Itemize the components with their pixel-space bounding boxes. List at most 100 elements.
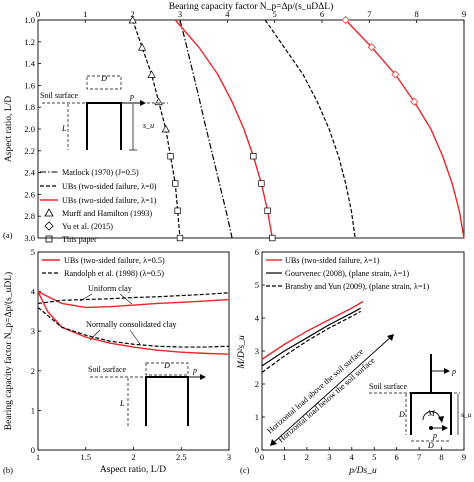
panel-b-x-axis-label: Aspect ratio, L/D [100,465,166,475]
x-tick-label: 8 [439,452,443,462]
panel-a-inset: Soil surface D p L s_u [40,74,168,151]
inset-b-d-label: D [163,361,170,370]
inset-c-d-side-label: D [398,410,405,419]
panel-c-series [261,300,364,373]
series-line [261,300,364,360]
x-tick-label: 1.5 [80,452,91,462]
marker-square [176,234,184,242]
legend-a-diamond-icon [44,221,54,231]
inset-b-soil-surface-label: Soil surface [88,365,126,374]
series-line [179,19,233,239]
series-line [174,19,273,239]
panel-a-legend: Matlock (1970) (J=0.5) UBs (two-sided fa… [40,168,157,244]
inset-b-pile [145,376,189,426]
marker-square [264,207,271,214]
x-tick-label: 2 [131,452,135,462]
y-tick-label: 0 [31,445,35,455]
y-tick-label: 6 [255,247,259,257]
panel-a-series [132,19,465,239]
legend-a-triangle-icon [44,208,54,217]
marker-triangle [138,43,147,51]
x-tick-label: 1 [36,452,40,462]
inset-c-top-arrowhead [444,368,450,374]
inset-c-m-label: M [427,409,436,418]
marker-square [174,207,181,214]
y-tick-label: 1.0 [24,15,35,25]
panel-c: 0 1 2 3 4 5 6 7 8 9 0 1 2 3 4 5 6 p/Ds_u M/D²s_u (c) UB… [237,247,472,476]
x-tick-label: 6 [395,452,399,462]
inset-c-soil-surface-label: Soil surface [369,382,407,391]
panel-a-frame [37,19,465,239]
y-tick-label: 1.8 [24,102,35,112]
y-tick-label: 4 [255,313,260,323]
y-tick-label: 1.4 [24,59,35,69]
legend-a-ubs0-label: UBs (two-sided failure, λ=0) [62,182,157,191]
series-line [37,306,230,348]
marker-diamond [367,43,376,52]
panel-a-x-ticks: 0 1 2 3 4 5 6 7 8 9 [36,9,466,23]
x-tick-label: 9 [462,452,466,462]
x-tick-label: 7 [367,9,371,19]
y-tick-label: 1.2 [24,37,35,47]
panel-c-y-axis-label: M/D²s_u [237,335,247,370]
y-tick-label: 0 [255,445,259,455]
x-tick-label: 4 [350,452,355,462]
panel-a-y-axis-label: Aspect ratio, L/D [4,96,14,162]
series-line [37,290,230,309]
marker-triangle [147,70,156,78]
panel-b-tag: (b) [3,465,13,475]
panel-b-y-axis-label: Bearing capacity factor N_p=Δp/(s_uDL) [3,272,14,430]
panel-b-nc-clay-label: Normally consolidated clay [86,320,177,329]
inset-a-d-label: D [100,74,107,83]
panel-b-legend: UBs (two-sided failure, λ=0.5) Randolph … [42,256,165,278]
marker-triangle [161,124,170,133]
panel-a: 0 1 2 3 4 5 6 7 8 9 1.0 1.2 1.4 1.6 1.8 2.0 2.2 2.4 2.6 2.… [3,1,466,244]
legend-a-thispaper-label: This paper [62,235,97,244]
legend-c-bransby-label: Bransby and Yun (2009), (plane strain, λ… [285,282,430,291]
series-line [37,292,230,305]
y-tick-label: 2.4 [24,168,35,178]
x-tick-label: 0 [260,452,264,462]
panel-c-divider-arrow [271,335,393,445]
panel-a-markers [128,15,419,242]
x-tick-label: 4 [225,9,230,19]
panel-b-uniform-pointer-2 [119,293,133,305]
y-tick-label: 4 [31,287,36,297]
series-line [345,19,465,239]
inset-a-dash-box [86,75,122,90]
y-tick-label: 1 [255,412,259,422]
inset-a-load-arrowhead [140,100,146,106]
y-tick-label: 3 [31,326,35,336]
y-tick-label: 2.6 [24,189,35,199]
marker-diamond [341,16,350,24]
inset-c-moment-arrowhead [438,416,444,423]
marker-diamond [391,70,400,79]
legend-a-yu-label: Yu et al. (2015) [62,222,113,231]
y-tick-label: 2.2 [24,146,35,156]
x-tick-label: 3 [178,9,182,19]
panel-a-x-axis-label: Bearing capacity factor N_p=Δp/(s_uDΔL) [169,1,334,12]
series-line [261,307,362,367]
x-tick-label: 0 [36,9,40,19]
panel-c-y-ticks: 0 1 2 3 4 5 6 [255,247,265,455]
x-tick-label: 5 [273,9,277,19]
panel-c-x-ticks: 0 1 2 3 4 5 6 7 8 9 [260,447,466,462]
x-tick-label: 3 [227,452,231,462]
inset-c-bottom-arrowhead [442,425,448,431]
legend-b-randolph-label: Randolph et al. (1998) (λ=0.5) [64,269,164,278]
panel-a-y-ticks: 1.0 1.2 1.4 1.6 1.8 2.0 2.2 2.4 2.6 2.8 3.0 [24,15,41,243]
series-line [261,310,362,373]
x-tick-label: 2.5 [176,452,187,462]
panel-a-tag: (a) [3,230,13,240]
x-tick-label: 7 [417,452,421,462]
x-tick-label: 1 [282,452,286,462]
marker-diamond [410,97,419,106]
marker-square [250,153,257,160]
inset-a-soil-surface-label: Soil surface [40,91,78,100]
panel-c-arrowhead-high [387,334,394,341]
x-tick-label: 6 [320,9,324,19]
panel-b-y-ticks: 0 1 2 3 4 5 [31,247,41,455]
x-tick-label: 2 [305,452,309,462]
inset-c-caisson [410,392,452,435]
